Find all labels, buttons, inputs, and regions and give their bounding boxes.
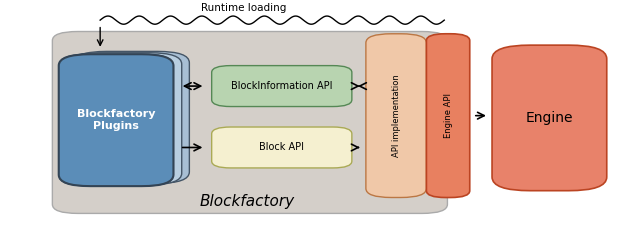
Text: Engine API: Engine API	[444, 93, 452, 138]
Text: Blockfactory: Blockfactory	[199, 194, 294, 209]
FancyBboxPatch shape	[75, 51, 189, 183]
FancyBboxPatch shape	[212, 127, 352, 168]
FancyBboxPatch shape	[67, 53, 182, 185]
Text: API implementation: API implementation	[392, 74, 401, 157]
FancyBboxPatch shape	[212, 66, 352, 106]
FancyBboxPatch shape	[366, 34, 426, 198]
Text: BlockInformation API: BlockInformation API	[231, 81, 333, 91]
Text: Block API: Block API	[259, 142, 304, 152]
FancyBboxPatch shape	[426, 34, 470, 198]
Text: Runtime loading: Runtime loading	[201, 3, 286, 13]
FancyBboxPatch shape	[59, 54, 173, 186]
FancyBboxPatch shape	[59, 54, 173, 186]
FancyBboxPatch shape	[52, 31, 447, 213]
FancyBboxPatch shape	[492, 45, 607, 191]
Text: Engine: Engine	[525, 111, 573, 125]
Text: Blockfactory
Plugins: Blockfactory Plugins	[77, 109, 156, 131]
